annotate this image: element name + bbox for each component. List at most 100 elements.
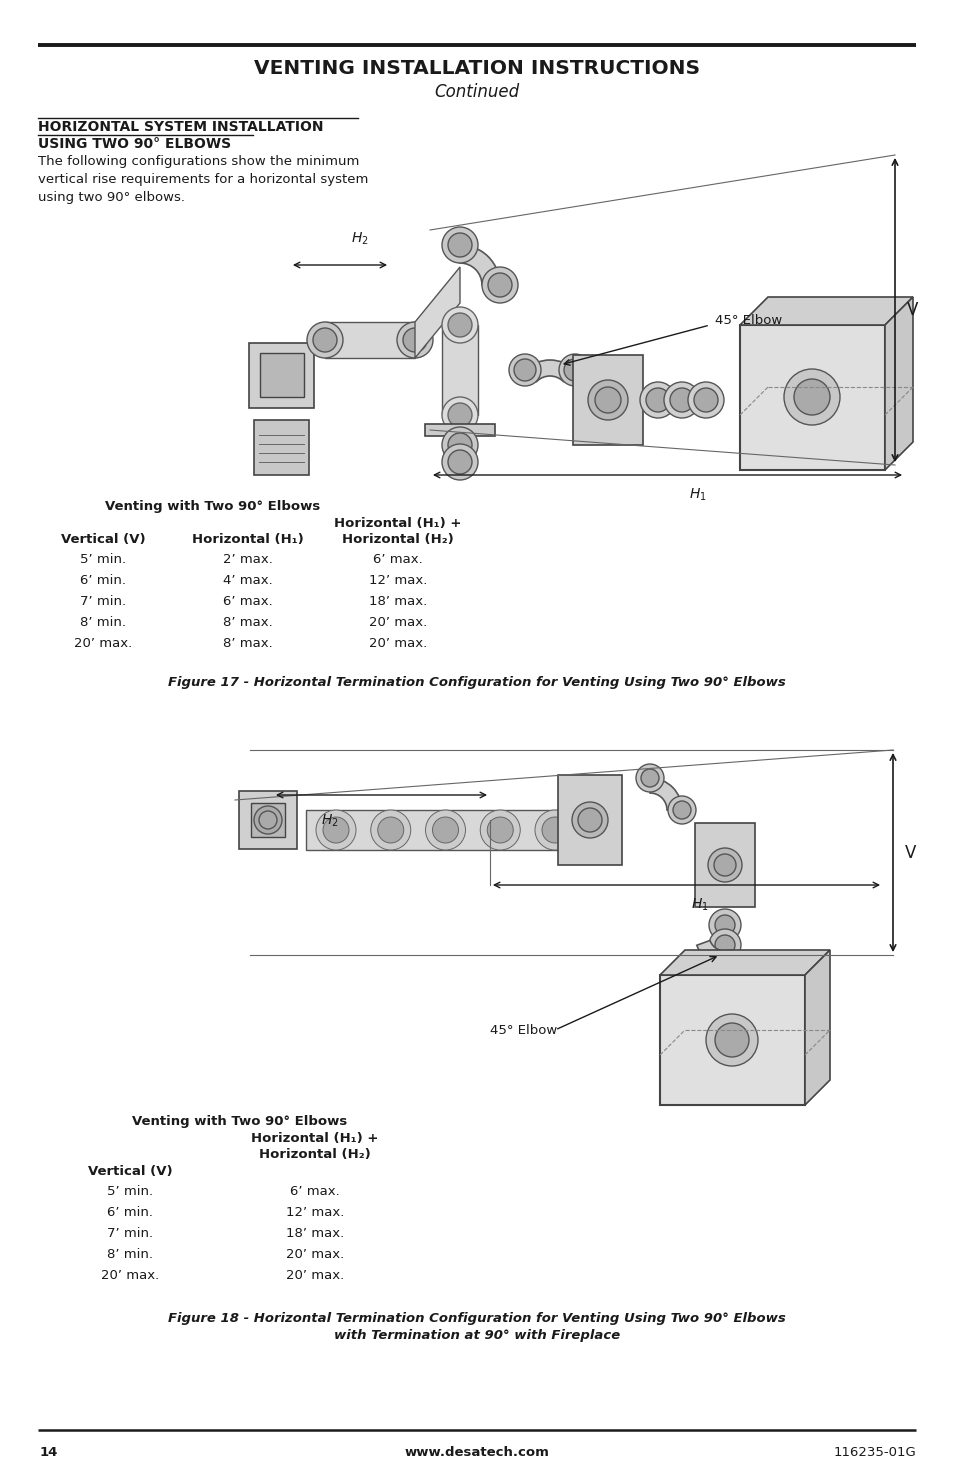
Polygon shape <box>415 267 459 358</box>
Text: 20’ max.: 20’ max. <box>286 1268 344 1282</box>
Text: Venting with Two 90° Elbows: Venting with Two 90° Elbows <box>132 1115 347 1128</box>
Circle shape <box>258 811 276 829</box>
Circle shape <box>535 810 575 850</box>
Circle shape <box>448 233 472 257</box>
Polygon shape <box>252 804 284 836</box>
Circle shape <box>509 354 540 386</box>
Polygon shape <box>659 950 829 975</box>
Text: The following configurations show the minimum
vertical rise requirements for a h: The following configurations show the mi… <box>38 155 368 204</box>
Text: 45° Elbow: 45° Elbow <box>714 314 781 326</box>
Circle shape <box>587 381 627 420</box>
Text: V: V <box>904 844 916 861</box>
Circle shape <box>669 388 693 412</box>
Text: 20’ max.: 20’ max. <box>286 1248 344 1261</box>
Text: with Termination at 90° with Fireplace: with Termination at 90° with Fireplace <box>334 1329 619 1342</box>
Text: 6’ min.: 6’ min. <box>107 1207 152 1218</box>
Text: VENTING INSTALLATION INSTRUCTIONS: VENTING INSTALLATION INSTRUCTIONS <box>253 59 700 78</box>
Text: $H_2$: $H_2$ <box>321 813 338 829</box>
Circle shape <box>572 802 607 838</box>
Circle shape <box>402 327 427 353</box>
Circle shape <box>663 382 700 417</box>
Circle shape <box>714 914 734 935</box>
Text: Horizontal (H₂): Horizontal (H₂) <box>259 1148 371 1161</box>
Polygon shape <box>424 423 495 437</box>
Text: Horizontal (H₁) +: Horizontal (H₁) + <box>251 1131 378 1145</box>
Circle shape <box>323 817 349 844</box>
Text: 6’ max.: 6’ max. <box>223 594 273 608</box>
Text: 20’ max.: 20’ max. <box>369 617 427 628</box>
Text: 20’ max.: 20’ max. <box>101 1268 159 1282</box>
Text: www.desatech.com: www.desatech.com <box>404 1446 549 1459</box>
Text: 5’ min.: 5’ min. <box>80 553 126 566</box>
Circle shape <box>563 358 585 381</box>
Text: 14: 14 <box>40 1446 58 1459</box>
Circle shape <box>708 909 740 941</box>
Polygon shape <box>325 322 415 358</box>
Circle shape <box>514 358 536 381</box>
Text: 8’ max.: 8’ max. <box>223 617 273 628</box>
Circle shape <box>705 1013 758 1066</box>
Circle shape <box>481 267 517 302</box>
Text: 5’ min.: 5’ min. <box>107 1184 152 1198</box>
Wedge shape <box>459 245 499 285</box>
Text: 18’ max.: 18’ max. <box>369 594 427 608</box>
Circle shape <box>541 817 567 844</box>
Circle shape <box>425 810 465 850</box>
Text: 8’ min.: 8’ min. <box>107 1248 152 1261</box>
Circle shape <box>639 382 676 417</box>
Circle shape <box>636 764 663 792</box>
Text: Horizontal (H₁): Horizontal (H₁) <box>192 532 304 546</box>
Polygon shape <box>695 823 754 907</box>
Text: USING TWO 90° ELBOWS: USING TWO 90° ELBOWS <box>38 137 231 150</box>
Circle shape <box>441 444 477 479</box>
Text: $H_2$: $H_2$ <box>351 230 369 246</box>
Wedge shape <box>696 941 735 965</box>
Circle shape <box>315 810 355 850</box>
Wedge shape <box>649 777 681 810</box>
Polygon shape <box>260 354 303 397</box>
Circle shape <box>687 382 723 417</box>
Circle shape <box>448 450 472 473</box>
Text: Figure 17 - Horizontal Termination Configuration for Venting Using Two 90° Elbow: Figure 17 - Horizontal Termination Confi… <box>168 676 785 689</box>
Polygon shape <box>254 420 309 475</box>
Text: Vertical (V): Vertical (V) <box>61 532 145 546</box>
Circle shape <box>479 810 519 850</box>
Circle shape <box>441 307 477 344</box>
Circle shape <box>488 273 512 296</box>
Circle shape <box>558 354 590 386</box>
Circle shape <box>253 805 282 833</box>
Text: 7’ min.: 7’ min. <box>107 1227 152 1240</box>
Circle shape <box>377 817 403 844</box>
Circle shape <box>793 379 829 414</box>
Text: Figure 18 - Horizontal Termination Configuration for Venting Using Two 90° Elbow: Figure 18 - Horizontal Termination Confi… <box>168 1311 785 1325</box>
Circle shape <box>487 817 513 844</box>
Text: Horizontal (H₂): Horizontal (H₂) <box>342 532 454 546</box>
Circle shape <box>578 808 601 832</box>
Text: 2’ max.: 2’ max. <box>223 553 273 566</box>
Text: 8’ max.: 8’ max. <box>223 637 273 650</box>
Circle shape <box>441 397 477 434</box>
Circle shape <box>313 327 336 353</box>
Polygon shape <box>740 324 884 471</box>
Circle shape <box>441 227 477 263</box>
Text: 4’ max.: 4’ max. <box>223 574 273 587</box>
Text: Vertical (V): Vertical (V) <box>88 1165 172 1179</box>
Circle shape <box>432 817 458 844</box>
Text: Continued: Continued <box>434 83 519 100</box>
Polygon shape <box>573 355 642 445</box>
Text: 116235-01G: 116235-01G <box>832 1446 915 1459</box>
Text: 12’ max.: 12’ max. <box>369 574 427 587</box>
Text: 8’ min.: 8’ min. <box>80 617 126 628</box>
Text: 12’ max.: 12’ max. <box>286 1207 344 1218</box>
Circle shape <box>707 848 741 882</box>
Text: HORIZONTAL SYSTEM INSTALLATION: HORIZONTAL SYSTEM INSTALLATION <box>38 119 323 134</box>
Circle shape <box>448 313 472 336</box>
Polygon shape <box>441 324 477 414</box>
Polygon shape <box>884 296 912 471</box>
Polygon shape <box>804 950 829 1105</box>
Polygon shape <box>558 774 621 864</box>
Circle shape <box>672 801 690 819</box>
Text: Horizontal (H₁) +: Horizontal (H₁) + <box>334 518 461 530</box>
Circle shape <box>667 796 696 825</box>
Text: $H_1$: $H_1$ <box>690 897 708 913</box>
